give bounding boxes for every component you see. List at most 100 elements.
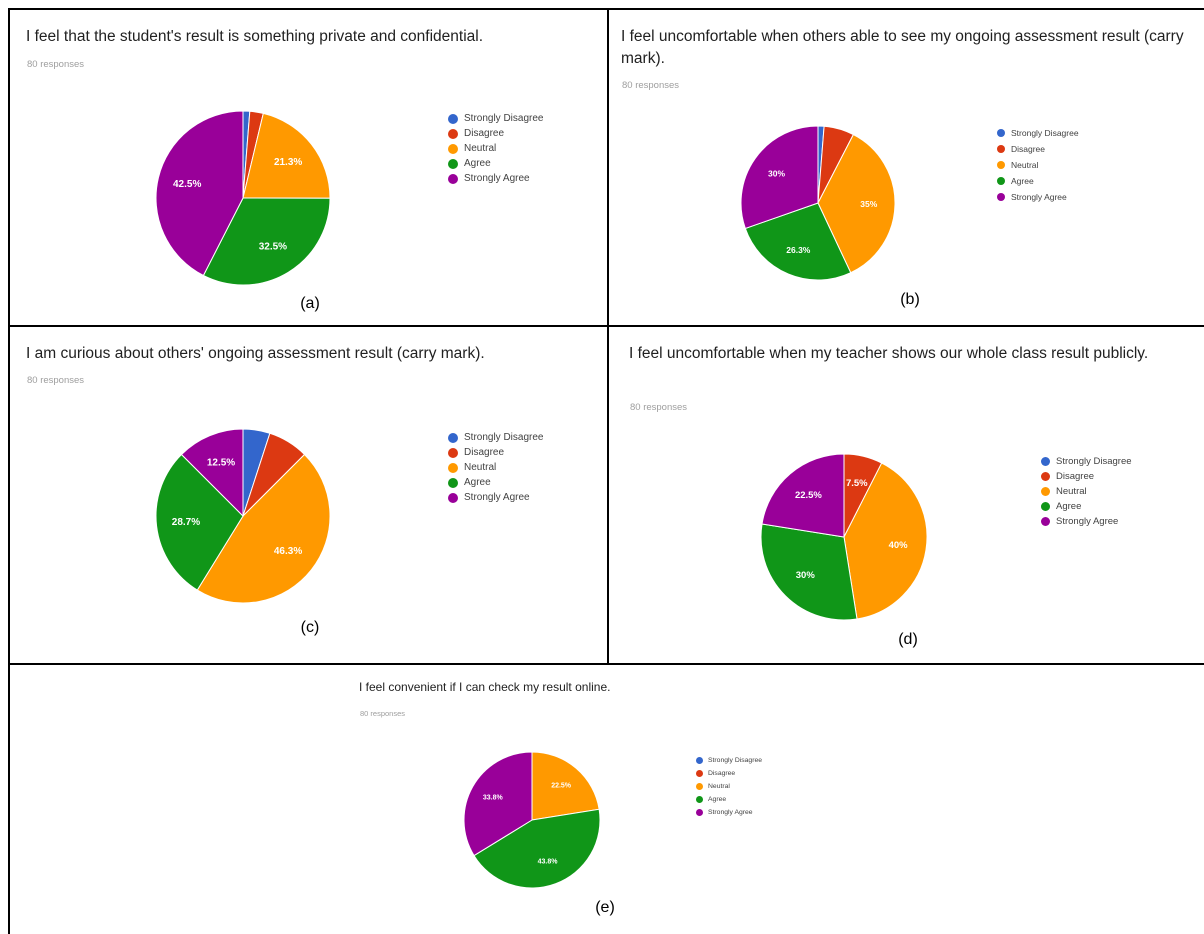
- legend-swatch: [1041, 502, 1050, 511]
- legend-swatch: [1041, 487, 1050, 496]
- legend-item-strongly-disagree: Strongly Disagree: [696, 754, 762, 767]
- legend-label: Neutral: [464, 143, 497, 154]
- slice-label-neutral: 35%: [860, 199, 877, 209]
- legend-swatch: [1041, 517, 1050, 526]
- chart-subtitle: 80 responses: [27, 59, 85, 70]
- pie-slice-strongly-agree: [761, 453, 845, 538]
- legend-swatch: [997, 161, 1005, 169]
- chart-subtitle: 80 responses: [27, 375, 85, 386]
- legend-item-strongly-disagree: Strongly Disagree: [448, 430, 543, 445]
- chart-title: I feel uncomfortable when my teacher sho…: [629, 345, 1149, 362]
- legend-item-agree: Agree: [448, 156, 543, 171]
- pie-chart: 21.3% 32.5% 42.5%: [155, 110, 331, 286]
- legend-label: Strongly Agree: [464, 173, 530, 184]
- slice-label-agree: 30%: [796, 570, 816, 581]
- legend-item-neutral: Neutral: [448, 460, 543, 475]
- legend-label: Strongly Disagree: [1056, 456, 1132, 467]
- legend-item-agree: Agree: [997, 173, 1079, 189]
- legend-label: Disagree: [1011, 144, 1046, 154]
- legend-label: Neutral: [464, 462, 497, 473]
- figure-label: (b): [900, 291, 920, 308]
- chart-subtitle: 80 responses: [630, 402, 688, 413]
- legend-item-strongly-agree: Strongly Agree: [448, 490, 543, 505]
- legend-swatch: [448, 447, 458, 458]
- chart-legend: Strongly Disagree Disagree Neutral Agree Str…: [696, 754, 762, 819]
- legend-swatch: [448, 173, 458, 184]
- legend-swatch: [696, 809, 703, 816]
- pie-slice-agree: [744, 202, 852, 281]
- pie-slice-neutral: [196, 453, 331, 604]
- pie-slice-agree: [202, 197, 331, 286]
- legend-swatch: [448, 477, 458, 488]
- grid-divider-row-1: [8, 325, 1204, 327]
- legend-swatch: [448, 492, 458, 503]
- pie-slice-neutral: [531, 751, 600, 821]
- slice-label-agree: 26.3%: [786, 245, 811, 255]
- chart-panel-e: I feel convenient if I can check my resu…: [10, 665, 1204, 934]
- legend-swatch: [997, 129, 1005, 137]
- slice-label-neutral: 46.3%: [274, 546, 302, 557]
- legend-item-strongly-disagree: Strongly Disagree: [1041, 454, 1132, 469]
- pie-chart: 35% 26.3% 30%: [740, 125, 896, 281]
- pie-chart: 22.5% 43.8% 33.8%: [463, 751, 601, 889]
- legend-swatch: [1041, 472, 1050, 481]
- legend-label: Strongly Agree: [1056, 516, 1119, 527]
- figure-label: (c): [300, 619, 320, 636]
- chart-title: I feel uncomfortable when others able to…: [621, 28, 1184, 67]
- grid-divider-row-2: [8, 663, 1204, 665]
- pie-slice-agree: [760, 523, 858, 621]
- legend-swatch: [696, 783, 703, 790]
- legend-swatch: [997, 145, 1005, 153]
- pie-slice-agree: [155, 453, 244, 591]
- pie-slice-strongly-agree: [155, 110, 244, 277]
- legend-item-strongly-agree: Strongly Agree: [448, 171, 543, 186]
- chart-panel-c: I am curious about others' ongoing asses…: [10, 327, 607, 663]
- legend-label: Disagree: [1056, 471, 1095, 482]
- legend-label: Neutral: [708, 783, 730, 790]
- legend-item-strongly-disagree: Strongly Disagree: [448, 111, 543, 126]
- pie-slice-neutral: [843, 462, 928, 620]
- chart-legend: Strongly Disagree Disagree Neutral Agree Str…: [448, 430, 543, 505]
- legend-swatch: [997, 177, 1005, 185]
- chart-legend: Strongly Disagree Disagree Neutral Agree Str…: [1041, 454, 1132, 529]
- grid-divider-vertical: [607, 8, 609, 664]
- chart-title: I feel that the student's result is some…: [26, 28, 484, 45]
- legend-swatch: [448, 143, 458, 154]
- legend-swatch: [448, 113, 458, 124]
- slice-label-neutral: 21.3%: [274, 157, 302, 168]
- slice-label-strongly-agree: 33.8%: [483, 795, 504, 802]
- legend-swatch: [1041, 457, 1050, 466]
- legend-label: Disagree: [464, 447, 505, 458]
- legend-item-disagree: Disagree: [696, 767, 762, 780]
- legend-swatch: [997, 193, 1005, 201]
- chart-legend: Strongly Disagree Disagree Neutral Agree Str…: [997, 125, 1079, 205]
- chart-panel-a: I feel that the student's result is some…: [10, 10, 607, 325]
- figure-label: (d): [898, 631, 918, 648]
- chart-title: I am curious about others' ongoing asses…: [26, 345, 485, 362]
- chart-legend: Strongly Disagree Disagree Neutral Agree Str…: [448, 111, 543, 186]
- legend-swatch: [448, 128, 458, 139]
- legend-item-neutral: Neutral: [696, 780, 762, 793]
- chart-title: I feel convenient if I can check my resu…: [359, 680, 611, 694]
- chart-subtitle: 80 responses: [360, 709, 406, 718]
- legend-label: Strongly Agree: [464, 492, 530, 503]
- pie-slice-strongly-agree: [180, 428, 244, 518]
- legend-item-disagree: Disagree: [1041, 469, 1132, 484]
- legend-label: Agree: [1056, 501, 1082, 512]
- slice-label-strongly-agree: 42.5%: [173, 179, 201, 190]
- grid-border-left: [8, 8, 10, 934]
- legend-swatch: [696, 770, 703, 777]
- legend-item-agree: Agree: [1041, 499, 1132, 514]
- legend-item-neutral: Neutral: [1041, 484, 1132, 499]
- pie-slice-agree: [473, 808, 601, 889]
- legend-item-strongly-agree: Strongly Agree: [696, 806, 762, 819]
- legend-label: Strongly Disagree: [464, 432, 544, 443]
- slice-label-neutral: 22.5%: [551, 782, 572, 789]
- chart-panel-d: I feel uncomfortable when my teacher sho…: [609, 327, 1204, 663]
- legend-label: Strongly Disagree: [1011, 128, 1079, 138]
- slice-label-disagree: 7.5%: [846, 478, 868, 489]
- legend-label: Strongly Disagree: [464, 113, 544, 124]
- grid-border-top: [8, 8, 1204, 10]
- legend-item-disagree: Disagree: [448, 126, 543, 141]
- slice-label-strongly-agree: 12.5%: [207, 457, 235, 468]
